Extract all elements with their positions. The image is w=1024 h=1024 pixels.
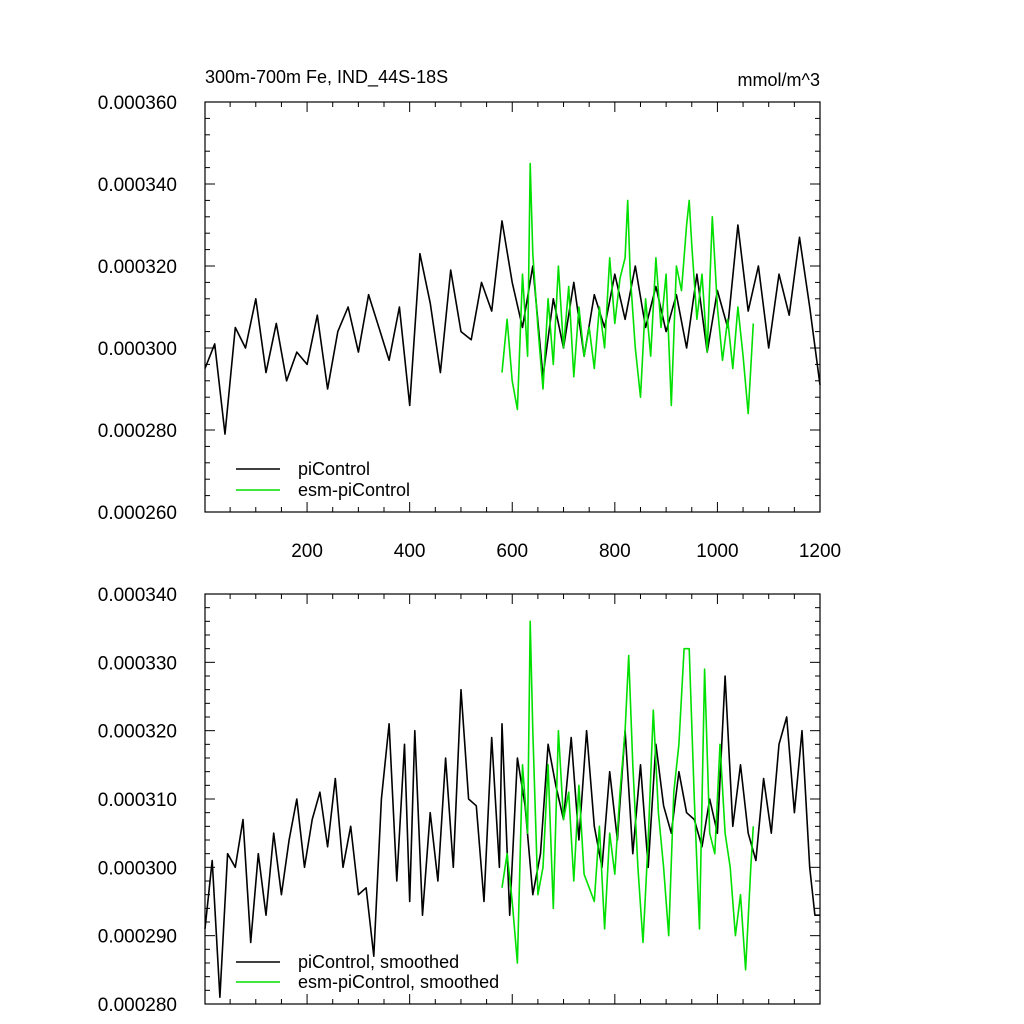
y-tick-label: 0.000260 <box>98 503 177 524</box>
x-tick-label: 200 <box>291 541 323 562</box>
series-line-picontrol-smoothed <box>204 675 820 999</box>
legend-label-picontrol-smoothed: piControl, smoothed <box>298 952 459 972</box>
bottom-panel-series <box>204 620 820 999</box>
series-line-esm-picontrol-smoothed <box>501 620 755 971</box>
y-tick-label: 0.000300 <box>98 858 177 879</box>
series-line-picontrol <box>204 220 821 435</box>
x-tick-label: 1000 <box>696 541 738 562</box>
series-line-esm-picontrol <box>501 162 755 415</box>
top-panel-series <box>204 162 821 435</box>
bottom-panel-y-tick-labels: 0.000280 0.000290 0.000300 0.000310 0.00… <box>98 585 177 1016</box>
y-tick-label: 0.000280 <box>98 995 177 1016</box>
x-tick-label: 600 <box>496 541 528 562</box>
y-tick-label: 0.000320 <box>98 722 177 743</box>
y-tick-label: 0.000320 <box>98 257 177 278</box>
top-panel-units: mmol/m^3 <box>738 70 820 90</box>
x-tick-label: 400 <box>394 541 426 562</box>
top-panel: 300m-700m Fe, IND_44S-18S mmol/m^3 0.000… <box>98 67 841 562</box>
legend-label-picontrol: piControl <box>298 459 370 479</box>
y-tick-label: 0.000340 <box>98 175 177 196</box>
top-panel-y-tick-labels: 0.000260 0.000280 0.000300 0.000320 0.00… <box>98 93 177 524</box>
top-panel-frame <box>204 101 821 513</box>
top-panel-x-tick-labels: 200 400 600 800 1000 1200 <box>291 541 841 562</box>
x-tick-label: 800 <box>599 541 631 562</box>
bottom-panel-frame <box>204 593 821 1005</box>
y-tick-label: 0.000360 <box>98 93 177 114</box>
top-panel-legend: piControl esm-piControl <box>236 459 410 500</box>
y-tick-label: 0.000310 <box>98 790 177 811</box>
x-tick-label: 1200 <box>799 541 841 562</box>
top-panel-title: 300m-700m Fe, IND_44S-18S <box>205 67 448 88</box>
bottom-panel: 0.000280 0.000290 0.000300 0.000310 0.00… <box>98 585 821 1016</box>
legend-label-esm-picontrol-smoothed: esm-piControl, smoothed <box>298 972 499 992</box>
y-tick-label: 0.000300 <box>98 339 177 360</box>
y-tick-label: 0.000340 <box>98 585 177 606</box>
bottom-panel-legend: piControl, smoothed esm-piControl, smoot… <box>236 952 499 992</box>
y-tick-label: 0.000280 <box>98 421 177 442</box>
y-tick-label: 0.000290 <box>98 927 177 948</box>
y-tick-label: 0.000330 <box>98 653 177 674</box>
legend-label-esm-picontrol: esm-piControl <box>298 480 410 500</box>
